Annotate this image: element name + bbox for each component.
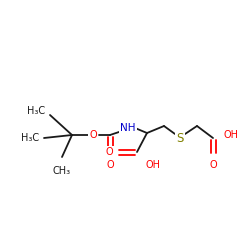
Text: H₃C: H₃C [27, 106, 45, 116]
Text: O: O [209, 160, 217, 170]
Text: NH: NH [120, 123, 136, 133]
Text: OH: OH [223, 130, 238, 140]
Text: CH₃: CH₃ [53, 166, 71, 176]
Text: O: O [106, 160, 114, 170]
Text: OH: OH [145, 160, 160, 170]
Text: O: O [106, 147, 113, 157]
Text: H₃C: H₃C [21, 133, 39, 143]
Text: S: S [176, 132, 184, 144]
Text: O: O [89, 130, 97, 140]
